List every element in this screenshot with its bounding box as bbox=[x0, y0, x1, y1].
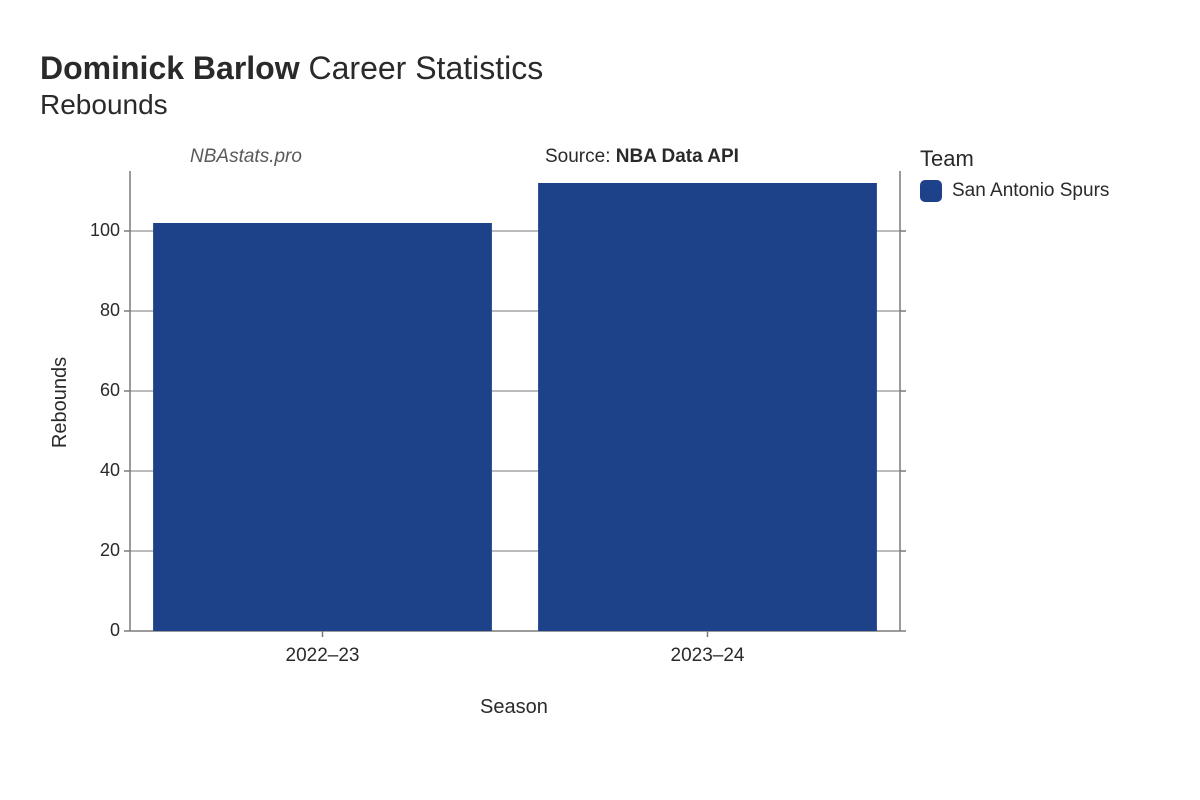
legend-label: San Antonio Spurs bbox=[952, 180, 1109, 202]
title-suffix: Career Statistics bbox=[309, 50, 544, 86]
source-label: Source: NBA Data API bbox=[545, 146, 739, 168]
chart-container: Dominick Barlow Career Statistics Reboun… bbox=[0, 0, 1200, 800]
watermark: NBAstats.pro bbox=[190, 146, 302, 168]
y-tick-label: 80 bbox=[75, 300, 120, 321]
legend: Team San Antonio Spurs bbox=[920, 146, 1109, 202]
y-tick-label: 0 bbox=[75, 620, 120, 641]
source-name: NBA Data API bbox=[616, 146, 739, 167]
y-tick-label: 100 bbox=[75, 220, 120, 241]
source-prefix: Source: bbox=[545, 146, 616, 167]
y-tick-label: 20 bbox=[75, 540, 120, 561]
y-tick-label: 40 bbox=[75, 460, 120, 481]
chart-subtitle: Rebounds bbox=[40, 89, 1160, 121]
player-name: Dominick Barlow bbox=[40, 50, 300, 86]
y-axis-title: Rebounds bbox=[49, 357, 72, 448]
x-tick-label: 2022–23 bbox=[243, 645, 403, 667]
chart-svg bbox=[40, 141, 910, 641]
chart-title: Dominick Barlow Career Statistics bbox=[40, 50, 1160, 87]
title-block: Dominick Barlow Career Statistics Reboun… bbox=[40, 50, 1160, 121]
x-tick-label: 2023–24 bbox=[628, 645, 788, 667]
legend-swatch bbox=[920, 180, 942, 202]
legend-item: San Antonio Spurs bbox=[920, 180, 1109, 202]
legend-title: Team bbox=[920, 146, 1109, 172]
y-tick-label: 60 bbox=[75, 380, 120, 401]
x-axis-title: Season bbox=[480, 696, 548, 719]
